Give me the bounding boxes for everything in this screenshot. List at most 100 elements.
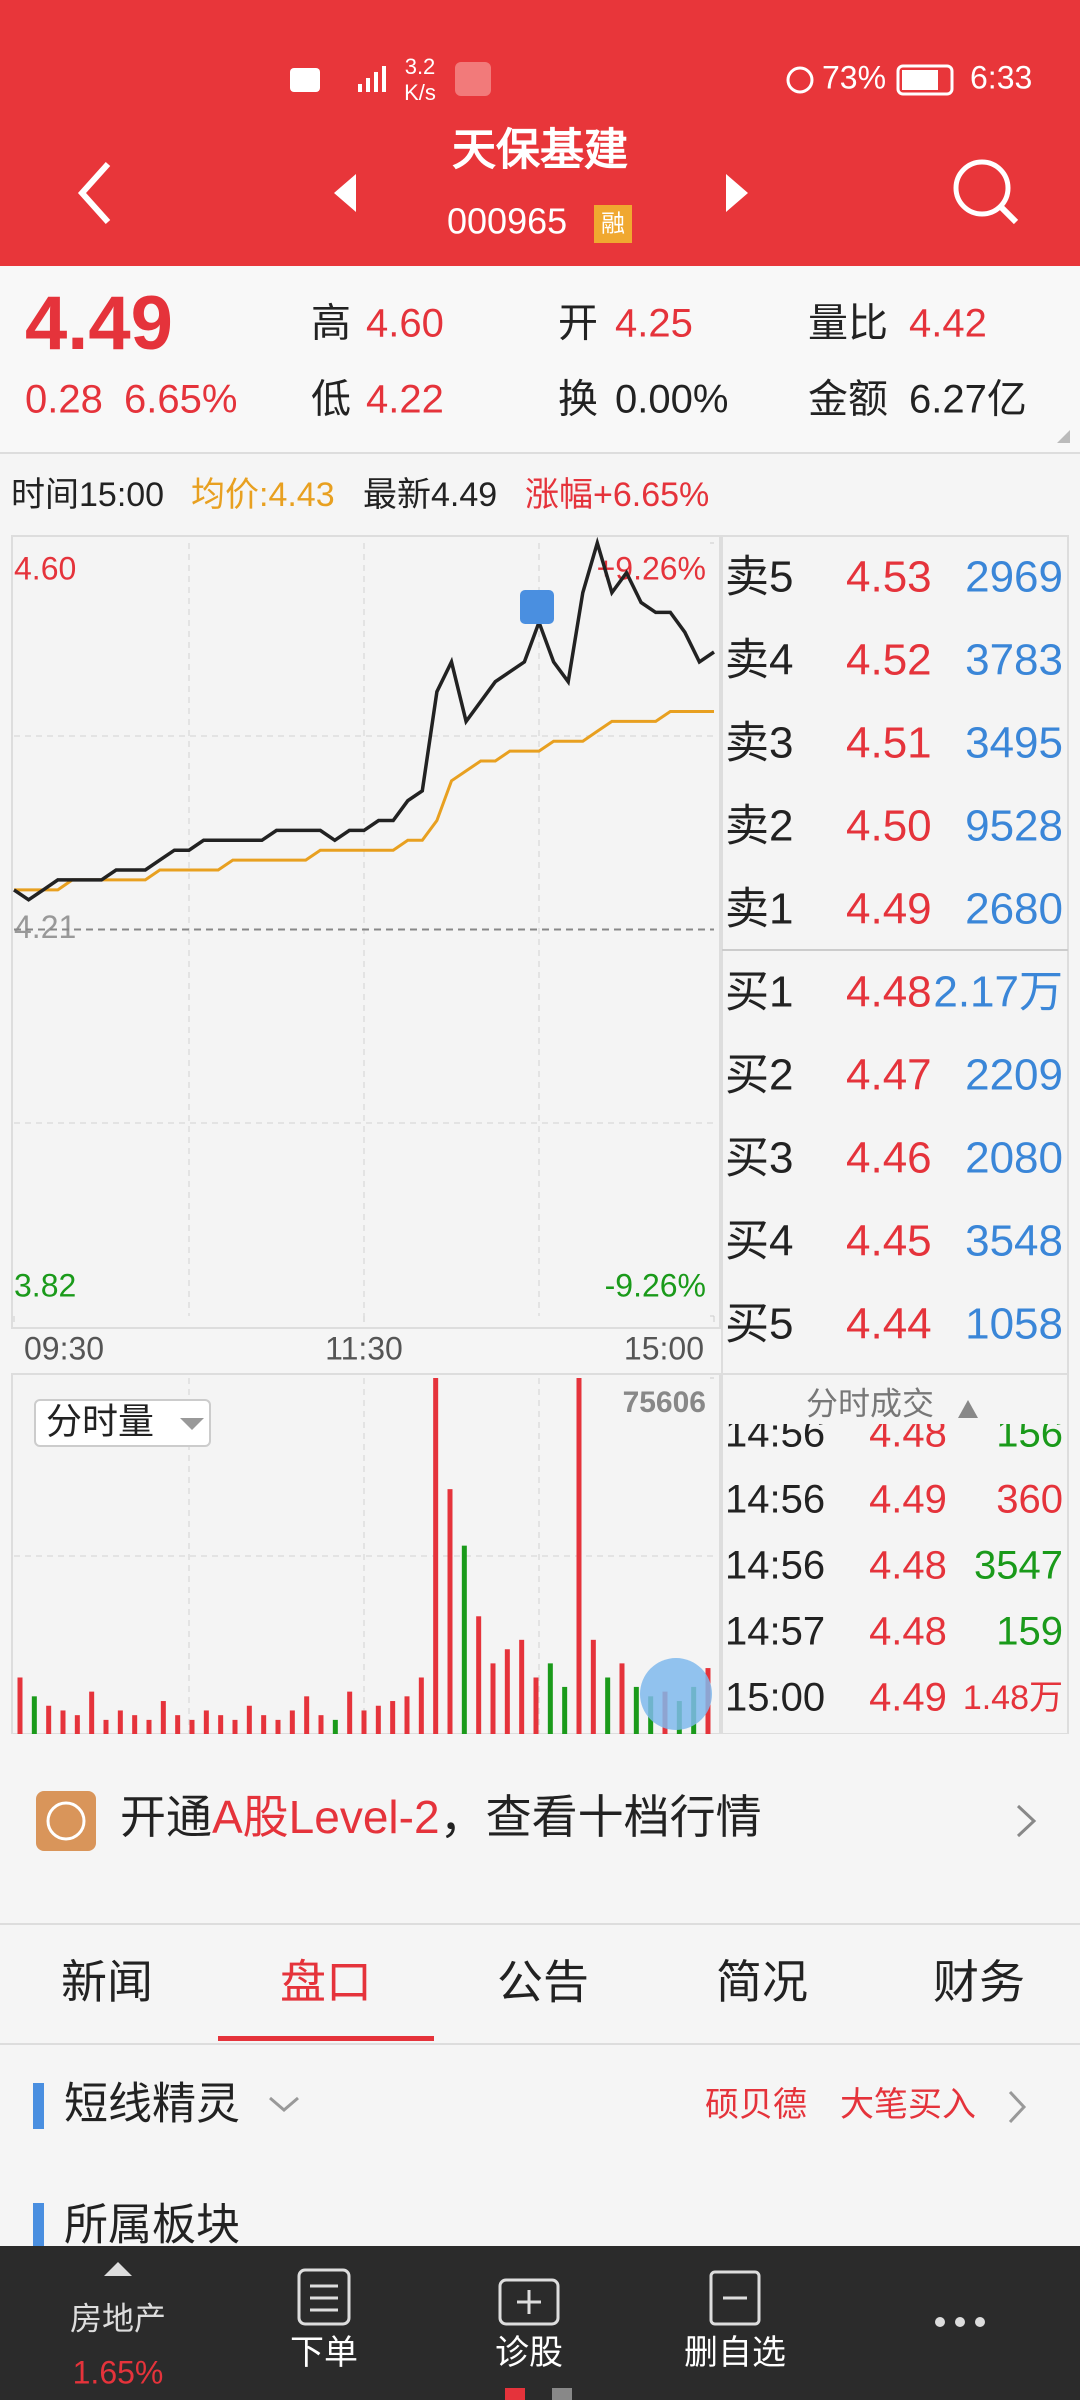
signal-marker xyxy=(520,590,554,624)
back-button[interactable] xyxy=(77,161,111,225)
trades-title: 分时成交 xyxy=(806,1385,934,1421)
volume-bar xyxy=(103,1719,109,1734)
volume-bar xyxy=(261,1715,267,1734)
volume-bar xyxy=(404,1696,410,1734)
dropdown-arrow xyxy=(180,1418,204,1430)
volume-bar xyxy=(519,1639,525,1734)
y2-tick-label: -9.26% xyxy=(605,1267,706,1303)
volume-bar xyxy=(332,1719,338,1734)
volume-bar xyxy=(605,1677,611,1734)
more-button[interactable] xyxy=(935,2317,985,2327)
volume-bar xyxy=(289,1710,295,1734)
price-line xyxy=(13,536,715,902)
corner-icon xyxy=(1057,430,1070,443)
order-volume: 1058 xyxy=(965,1300,1063,1349)
banner-bg[interactable] xyxy=(0,1734,1080,1924)
banner-suffix: ，查看十档行情 xyxy=(440,1791,762,1843)
stat-value: 6.27亿 xyxy=(909,378,1027,422)
trade-volume: 1.48万 xyxy=(963,1679,1063,1717)
volume-bar xyxy=(504,1649,510,1734)
battery-level: 73% xyxy=(822,59,886,95)
volume-bar xyxy=(275,1719,281,1734)
next-stock[interactable] xyxy=(726,174,748,212)
section-link[interactable]: 大笔买入 xyxy=(840,2086,976,2124)
order-volume: 9528 xyxy=(965,802,1063,851)
badge: 融 xyxy=(601,210,625,237)
page-indicator xyxy=(552,2388,572,2400)
y-tick-label: 3.82 xyxy=(14,1267,76,1303)
order-book-frame xyxy=(721,535,1069,1375)
volume-bar xyxy=(347,1691,353,1734)
volume-bar xyxy=(318,1715,324,1734)
tab[interactable]: 公告 xyxy=(497,1956,589,2008)
dropdown[interactable] xyxy=(34,1399,211,1447)
stat-label: 金额 xyxy=(808,378,888,422)
app-icon xyxy=(455,62,491,96)
volume-bar xyxy=(375,1705,381,1734)
order-volume: 2080 xyxy=(965,1134,1063,1183)
section-link[interactable]: 硕贝德 xyxy=(705,2086,807,2124)
order-price: 4.53 xyxy=(846,553,932,602)
nav-sector: 房地产 xyxy=(70,2300,166,2336)
stat-value: 4.25 xyxy=(615,302,693,346)
volume-bar xyxy=(461,1545,467,1734)
tab[interactable]: 财务 xyxy=(933,1956,1025,2008)
order-volume: 2209 xyxy=(965,1051,1063,1100)
tab[interactable]: 盘口 xyxy=(280,1956,372,2008)
tab[interactable]: 新闻 xyxy=(61,1956,153,2008)
stat-value: 4.22 xyxy=(366,378,444,422)
quote-bg xyxy=(0,266,1080,453)
section-title: 短线精灵 xyxy=(64,2080,240,2129)
stat-label: 低 xyxy=(311,378,351,422)
change: 0.28 xyxy=(25,378,103,422)
nav-icons xyxy=(297,2268,761,2326)
expand-button[interactable] xyxy=(640,1658,712,1730)
y-tick-label: 4.21 xyxy=(14,909,76,945)
price-chart-frame xyxy=(11,535,721,1329)
trade-price: 4.48 xyxy=(869,1610,947,1654)
alarm-icon xyxy=(786,66,814,94)
order-volume: 2.17万 xyxy=(933,968,1063,1017)
volume-bar xyxy=(476,1616,482,1734)
order-price: 4.51 xyxy=(846,719,932,768)
search-button[interactable] xyxy=(953,159,1019,225)
volume-bar xyxy=(46,1705,52,1734)
y-tick-label: 4.60 xyxy=(14,550,76,586)
stock-name: 天保基建 xyxy=(452,126,628,175)
info-text: 最新4.49 xyxy=(363,476,497,514)
volume-bar xyxy=(160,1701,166,1734)
order-label: 卖2 xyxy=(725,802,793,851)
nav-item[interactable]: 下单 xyxy=(290,2334,358,2372)
nav-item[interactable]: 删自选 xyxy=(684,2334,786,2372)
trade-volume: 360 xyxy=(996,1478,1063,1522)
stat-label: 开 xyxy=(558,302,598,346)
prev-stock[interactable] xyxy=(334,174,356,212)
trade-price: 4.48 xyxy=(869,1412,947,1456)
order-volume: 2969 xyxy=(965,553,1063,602)
y2-tick-label: +9.26% xyxy=(597,550,706,586)
chevron xyxy=(1008,2090,1027,2124)
banner-icon xyxy=(36,1791,96,1851)
tab-underline xyxy=(218,2036,434,2041)
speed-unit: K/s xyxy=(404,80,436,105)
order-volume: 3548 xyxy=(965,1217,1063,1266)
stat-value: 0.00% xyxy=(615,378,728,422)
volume-bar xyxy=(232,1719,238,1734)
tab[interactable]: 简况 xyxy=(716,1956,808,2008)
order-price: 4.50 xyxy=(846,802,932,851)
order-label: 卖4 xyxy=(725,636,793,685)
order-price: 4.45 xyxy=(846,1217,932,1266)
stat-value: 4.42 xyxy=(909,302,987,346)
volume-bar xyxy=(60,1710,66,1734)
order-price: 4.48 xyxy=(846,968,932,1017)
page-indicator xyxy=(505,2388,525,2400)
clock: 6:33 xyxy=(970,59,1032,95)
volume-bar xyxy=(203,1710,209,1734)
volume-bar xyxy=(175,1715,181,1734)
nav-item[interactable]: 诊股 xyxy=(495,2334,563,2372)
hd-icon xyxy=(290,68,320,92)
header-bg xyxy=(0,0,1080,266)
order-volume: 3783 xyxy=(965,636,1063,685)
section-bar xyxy=(33,2203,44,2249)
